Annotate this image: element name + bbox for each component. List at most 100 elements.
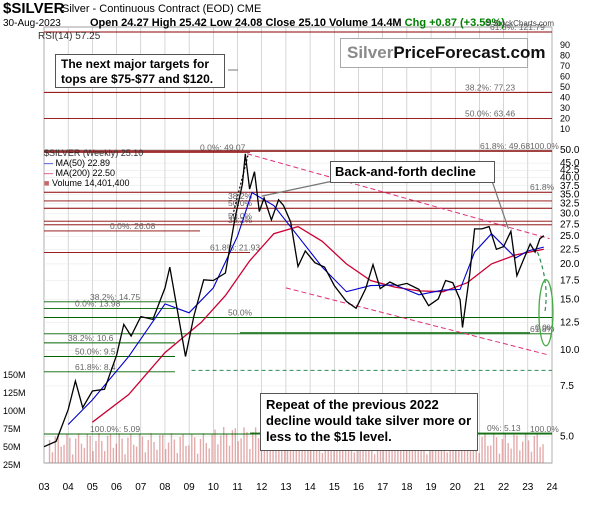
volume-bar	[150, 433, 152, 463]
price-tick-label: 35.0	[560, 189, 580, 200]
x-tick-label: 13	[280, 482, 292, 493]
symbol-title: $SILVER	[3, 0, 65, 17]
legend-volume-label: Volume 14,401,400	[51, 178, 130, 188]
fib-level-label: 50.0%: 9.5	[75, 347, 116, 357]
x-tick-label: 18	[401, 482, 413, 493]
price-tick-label: 7.5	[560, 381, 574, 392]
rsi-tick-label: 90	[560, 40, 570, 50]
volume-bar	[312, 445, 315, 463]
volume-bar	[405, 451, 408, 463]
volume-bar	[478, 453, 480, 463]
volume-bar	[246, 432, 248, 463]
volume-bar	[487, 445, 489, 463]
rsi-tick-label: 50	[560, 82, 570, 92]
volume-bar	[138, 433, 141, 463]
x-tick-label: 19	[425, 482, 437, 493]
x-tick-label: 04	[63, 482, 75, 493]
volume-bar	[519, 450, 521, 463]
volume-bar	[269, 445, 271, 463]
volume-tick-label: 50M	[3, 442, 21, 452]
volume-bar	[243, 427, 245, 463]
price-tick-label: 27.5	[560, 219, 580, 230]
upper-trend-line	[247, 153, 550, 240]
volume-bar	[83, 447, 86, 463]
volume-bar	[542, 444, 544, 463]
volume-bar	[507, 443, 509, 463]
ohlc-readout: Open 24.27 High 25.42 Low 24.08 Close 25…	[90, 17, 505, 29]
volume-bar	[254, 427, 257, 463]
volume-bar	[220, 435, 222, 463]
projection-path	[536, 251, 547, 313]
volume-bar	[135, 446, 138, 463]
volume-bar	[162, 434, 164, 463]
volume-bar	[533, 436, 536, 463]
price-tick-label: 32.5	[560, 199, 580, 210]
volume-bar	[527, 440, 530, 463]
fib-level-label: 61.8%: 8.4	[75, 362, 116, 372]
volume-bar	[159, 435, 161, 463]
volume-bar	[310, 439, 312, 463]
volume-bar	[437, 446, 440, 463]
volume-bar	[153, 441, 155, 463]
targets-annotation: The next major targets for tops are $75-…	[55, 54, 225, 88]
volume-bar	[106, 435, 109, 463]
logo-word-silver: Silver	[347, 43, 394, 62]
volume-bar	[228, 445, 231, 463]
volume-bar	[225, 434, 228, 463]
volume-bar	[501, 439, 504, 463]
volume-bar	[205, 443, 207, 463]
volume-bar	[121, 438, 123, 463]
volume-bar	[490, 445, 492, 463]
fib-level-label: 61.8%: 49.68	[480, 141, 530, 151]
volume-bar	[170, 433, 173, 463]
volume-bar	[539, 447, 541, 463]
fib-level-label: 50.0%	[228, 308, 253, 318]
volume-bar	[185, 445, 187, 463]
x-tick-label: 06	[111, 482, 123, 493]
rsi-label: RSI(14) 57.25	[38, 31, 101, 42]
volume-bar	[57, 434, 59, 463]
x-tick-label: 10	[208, 482, 220, 493]
fib-level-label: 38.2%	[228, 215, 253, 225]
legend-ma200-label: MA(200) 22.50	[55, 168, 116, 178]
volume-bar	[481, 436, 483, 463]
volume-bar	[402, 440, 405, 463]
volume-bar	[86, 434, 88, 463]
volume-bar	[95, 440, 97, 463]
volume-bar	[342, 449, 344, 463]
volume-bar	[92, 451, 94, 463]
volume-bar	[54, 436, 57, 463]
fib-level-label: 38.2%: 77.23	[465, 82, 515, 92]
volume-bar	[373, 454, 376, 463]
fib-level-label: 0.0%: 26.08	[110, 221, 156, 231]
fib-level-label: 0%: 5.13	[487, 423, 521, 433]
volume-bar	[115, 443, 118, 463]
fib-level-label: 0.0%: 49.07	[200, 142, 246, 152]
price-tick-label: 10.0	[560, 345, 580, 356]
fib-level-label: 0.0%	[535, 323, 555, 333]
back-forth-annotation: Back-and-forth decline	[330, 161, 495, 183]
volume-bar	[130, 433, 132, 463]
volume-bar	[362, 446, 364, 463]
volume-bar	[469, 442, 472, 463]
legend-volume: ■ Volume 14,401,400	[44, 178, 130, 188]
volume-bar	[510, 448, 512, 463]
volume-bar	[301, 447, 303, 463]
volume-bar	[449, 439, 451, 463]
x-tick-label: 03	[38, 482, 50, 493]
price-tick-label: 17.5	[560, 276, 580, 287]
volume-bar	[156, 449, 158, 463]
fib-level-label: 61.8%: 21.93	[210, 242, 260, 252]
fib-level-label: 61.8%: 121.79	[490, 22, 545, 32]
volume-bar	[466, 449, 469, 463]
rsi-tick-label: 30	[560, 103, 570, 113]
volume-bar	[74, 438, 77, 463]
volume-bar	[434, 444, 437, 463]
rsi-tick-label: 60	[560, 72, 570, 82]
volume-bar	[182, 433, 184, 463]
volume-bar	[458, 449, 460, 463]
callout-pointer	[489, 174, 510, 230]
rsi-tick-label: 40	[560, 93, 570, 103]
volume-bar	[524, 433, 527, 463]
volume-bar	[176, 452, 178, 463]
